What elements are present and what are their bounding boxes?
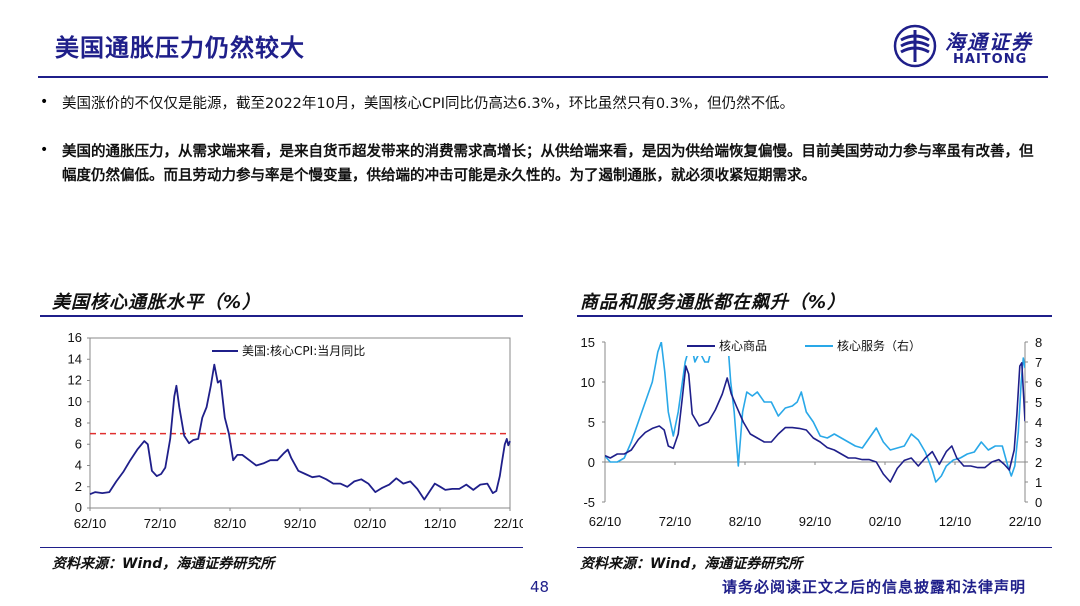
legend-bg-0: [683, 336, 783, 356]
y-tick-label-7: 14: [68, 351, 82, 366]
title-divider: [38, 76, 1048, 78]
x-tick-label-3: 92/10: [799, 514, 832, 529]
chart-2-source: 资料来源：Wind，海通证券研究所: [580, 556, 803, 572]
x-tick-label-1: 72/10: [144, 516, 177, 531]
x-tick-label-0: 62/10: [589, 514, 622, 529]
haitong-emblem-icon: [893, 24, 937, 68]
y-right-tick-label-0: 0: [1035, 495, 1042, 510]
y-right-tick-label-7: 7: [1035, 355, 1042, 370]
y-tick-label-2: 4: [75, 458, 82, 473]
x-tick-label-6: 22/10: [1009, 514, 1042, 529]
series-line-1: [605, 342, 1025, 483]
legal-disclaimer: 请务必阅读正文之后的信息披露和法律声明: [722, 578, 1027, 596]
x-tick-label-3: 92/10: [284, 516, 317, 531]
chart-2-title: 商品和服务通胀都在飙升（%）: [580, 292, 847, 313]
y-tick-label-3: 6: [75, 436, 82, 451]
y-tick-label-1: 2: [75, 479, 82, 494]
chart-goods-services: -5 0 5 10 15 0 1 2 3 4 5 6 7 8 62/10 72/10 82/10 92/10 02/…: [581, 335, 1043, 529]
chart-2-top-rule: [577, 315, 1052, 317]
y-tick-label-0: 0: [75, 500, 82, 515]
series-line-0: [605, 362, 1025, 483]
chart-1-source: 资料来源：Wind，海通证券研究所: [52, 556, 275, 572]
series-line-0: [89, 363, 511, 501]
chart-core-cpi: 0 2 4 6 8 10 12 14 16 62/10 72/10 82/10 92/10 02/10 12…: [68, 330, 523, 531]
chart-1-top-rule: [40, 315, 523, 317]
y-right-tick-label-5: 5: [1035, 395, 1042, 410]
x-tick-label-5: 12/10: [939, 514, 972, 529]
y-right-tick-label-8: 8: [1035, 335, 1042, 350]
x-tick-label-2: 82/10: [214, 516, 247, 531]
legend-label-1: 核心服务（右）: [837, 338, 921, 353]
legend-label-0: 核心商品: [719, 338, 767, 353]
y-left-tick-label-2: 5: [588, 415, 595, 430]
y-right-tick-label-3: 3: [1035, 435, 1042, 450]
chart-1-title: 美国核心通胀水平（%）: [52, 292, 262, 313]
y-right-tick-label-6: 6: [1035, 375, 1042, 390]
y-left-tick-label-4: 15: [581, 335, 595, 350]
bullet-marker-2: •: [40, 142, 49, 158]
legend-bg-1: [801, 336, 921, 356]
x-tick-label-2: 82/10: [729, 514, 762, 529]
chart-2-bottom-rule: [577, 547, 1052, 548]
y-tick-label-6: 12: [68, 373, 82, 388]
y-right-tick-label-4: 4: [1035, 415, 1042, 430]
x-tick-label-0: 62/10: [74, 516, 107, 531]
legend-label-0: 美国:核心CPI:当月同比: [242, 344, 365, 358]
y-left-tick-label-1: 0: [588, 455, 595, 470]
bullet-text-2: 美国的通胀压力，从需求端来看，是来自货币超发带来的消费需求高增长；从供给端来看，…: [62, 144, 1034, 184]
logo-english-name: HAITONG: [953, 52, 1028, 67]
bullet-marker-1: •: [40, 94, 49, 110]
bullet-text-1: 美国涨价的不仅仅是能源，截至2022年10月，美国核心CPI同比仍高达6.3%，…: [62, 96, 795, 112]
y-left-tick-label-0: -5: [583, 495, 595, 510]
chart-1-bottom-rule: [40, 547, 523, 548]
y-right-tick-label-2: 2: [1035, 455, 1042, 470]
x-tick-label-4: 02/10: [869, 514, 902, 529]
x-tick-label-4: 02/10: [354, 516, 387, 531]
slide-title: 美国通胀压力仍然较大: [55, 34, 305, 62]
x-tick-label-6: 22/10: [494, 516, 523, 531]
haitong-logo: 海通证券 HAITONG: [893, 24, 1053, 70]
logo-chinese-name: 海通证券: [945, 30, 1033, 54]
y-left-tick-label-3: 10: [581, 375, 595, 390]
y-right-tick-label-1: 1: [1035, 475, 1042, 490]
page-number: 48: [530, 578, 550, 596]
y-tick-label-8: 16: [68, 330, 82, 345]
y-tick-label-4: 8: [75, 415, 82, 430]
x-tick-label-5: 12/10: [424, 516, 457, 531]
plot-frame: [89, 337, 511, 509]
y-tick-label-5: 10: [68, 394, 82, 409]
x-tick-label-1: 72/10: [659, 514, 692, 529]
